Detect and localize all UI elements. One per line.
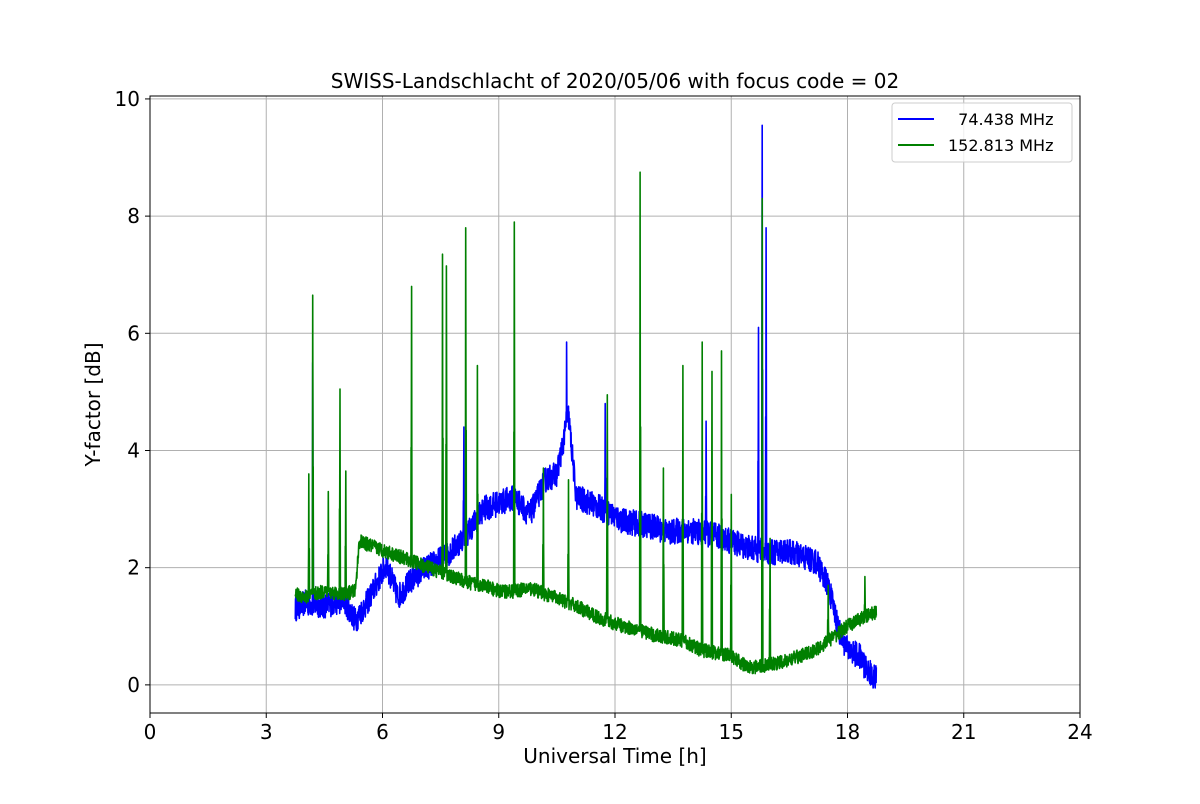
legend-label-74mhz: 74.438 MHz <box>948 110 1053 129</box>
series-line-74mhz <box>294 124 878 689</box>
x-tick-label: 6 <box>376 720 389 744</box>
series-line-152mhz <box>294 171 878 675</box>
chart-title: SWISS-Landschlacht of 2020/05/06 with fo… <box>331 69 899 93</box>
plot-series <box>294 124 878 689</box>
y-tick-label: 0 <box>127 673 140 697</box>
y-tick-label: 6 <box>127 321 140 345</box>
x-tick-label: 12 <box>602 720 627 744</box>
legend: 74.438 MHz 152.813 MHz <box>891 102 1073 163</box>
legend-box <box>891 102 1073 163</box>
x-tick-label: 18 <box>835 720 860 744</box>
y-axis-label: Y-factor [dB] <box>81 342 105 467</box>
y-tick-label: 8 <box>127 204 140 228</box>
x-axis-label: Universal Time [h] <box>523 744 706 768</box>
x-tick-label: 9 <box>492 720 505 744</box>
x-tick-label: 21 <box>951 720 976 744</box>
y-tick-label: 2 <box>127 556 140 580</box>
x-tick-label: 15 <box>719 720 744 744</box>
legend-label-152mhz: 152.813 MHz <box>948 136 1053 155</box>
x-tick-label: 3 <box>260 720 273 744</box>
x-tick-label: 24 <box>1067 720 1092 744</box>
x-tick-label: 0 <box>144 720 157 744</box>
y-tick-label: 4 <box>127 438 140 462</box>
y-tick-label: 10 <box>115 87 140 111</box>
